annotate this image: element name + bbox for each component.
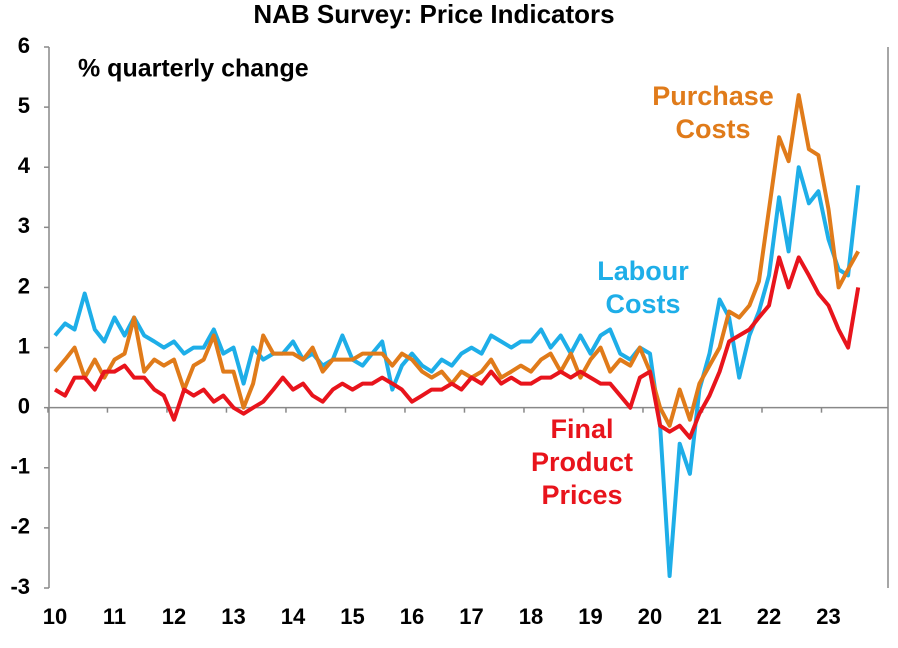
y-tick-label: 4 <box>18 153 31 178</box>
y-tick-label: 1 <box>18 333 30 358</box>
x-tick-label: 21 <box>697 604 721 629</box>
series-line <box>53 165 861 578</box>
x-tick-label: 14 <box>281 604 306 629</box>
x-tick-label: 15 <box>340 604 364 629</box>
y-tick-label: -3 <box>10 574 30 599</box>
y-tick-label: -1 <box>10 454 30 479</box>
series-label: Purchase Costs <box>652 81 774 144</box>
y-tick-label: 5 <box>18 93 30 118</box>
y-tick-label: 0 <box>18 393 30 418</box>
y-tick-label: -2 <box>10 514 30 539</box>
y-tick-label: 2 <box>18 273 30 298</box>
x-tick-label: 20 <box>638 604 662 629</box>
x-tick-label: 23 <box>816 604 840 629</box>
subtitle: % quarterly change <box>78 55 309 83</box>
x-tick-label: 11 <box>103 604 126 629</box>
x-tick-label: 13 <box>221 604 245 629</box>
y-tick-label: 3 <box>18 213 30 238</box>
series-line <box>53 93 860 428</box>
x-tick-label: 12 <box>162 604 186 629</box>
x-tick-label: 10 <box>43 604 67 629</box>
y-tick-label: 6 <box>18 33 30 58</box>
x-tick-label: 16 <box>400 604 424 629</box>
chart-title: NAB Survey: Price Indicators <box>253 0 614 29</box>
series-line <box>53 255 861 440</box>
x-tick-label: 18 <box>519 604 543 629</box>
x-tick-label: 22 <box>757 604 781 629</box>
series-label: Final Product Prices <box>530 414 633 510</box>
x-tick-label: 17 <box>459 604 483 629</box>
series-label: Labour Costs <box>597 256 689 319</box>
x-tick-label: 19 <box>578 604 602 629</box>
